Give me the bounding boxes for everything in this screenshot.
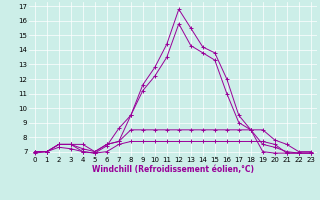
X-axis label: Windchill (Refroidissement éolien,°C): Windchill (Refroidissement éolien,°C) xyxy=(92,165,254,174)
